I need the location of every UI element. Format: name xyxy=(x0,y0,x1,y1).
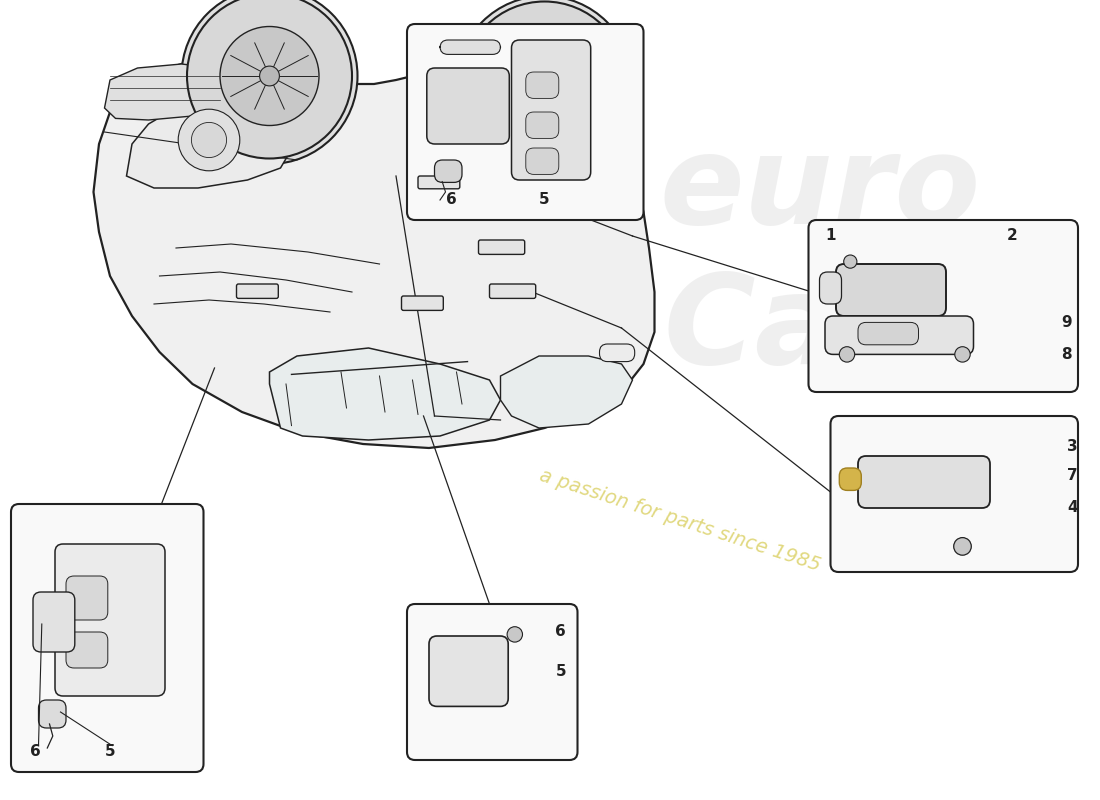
Text: 2: 2 xyxy=(1006,229,1018,243)
Circle shape xyxy=(182,0,358,164)
Circle shape xyxy=(456,0,632,172)
FancyBboxPatch shape xyxy=(512,40,591,180)
FancyBboxPatch shape xyxy=(427,68,509,144)
FancyBboxPatch shape xyxy=(858,456,990,508)
FancyBboxPatch shape xyxy=(11,504,204,772)
Circle shape xyxy=(955,346,970,362)
Text: 6: 6 xyxy=(446,193,456,207)
FancyBboxPatch shape xyxy=(526,72,559,98)
FancyBboxPatch shape xyxy=(66,632,108,668)
FancyBboxPatch shape xyxy=(33,592,75,652)
FancyBboxPatch shape xyxy=(820,272,842,304)
FancyBboxPatch shape xyxy=(808,220,1078,392)
FancyBboxPatch shape xyxy=(526,112,559,138)
FancyBboxPatch shape xyxy=(526,148,559,174)
Text: 8: 8 xyxy=(1062,347,1072,362)
Circle shape xyxy=(844,255,857,268)
Circle shape xyxy=(178,110,240,170)
Circle shape xyxy=(535,74,554,94)
Circle shape xyxy=(507,626,522,642)
Text: 6: 6 xyxy=(556,625,566,639)
Polygon shape xyxy=(104,64,231,120)
FancyBboxPatch shape xyxy=(825,316,974,354)
Text: 9: 9 xyxy=(1062,315,1072,330)
Circle shape xyxy=(495,34,594,134)
Text: a passion for parts since 1985: a passion for parts since 1985 xyxy=(537,466,823,574)
FancyBboxPatch shape xyxy=(39,700,66,728)
Circle shape xyxy=(839,346,855,362)
FancyBboxPatch shape xyxy=(407,604,578,760)
FancyBboxPatch shape xyxy=(418,176,460,189)
FancyBboxPatch shape xyxy=(830,416,1078,572)
Circle shape xyxy=(954,538,971,555)
FancyBboxPatch shape xyxy=(402,296,443,310)
FancyBboxPatch shape xyxy=(490,284,536,298)
Text: 5: 5 xyxy=(556,665,566,679)
FancyBboxPatch shape xyxy=(407,24,644,220)
Circle shape xyxy=(260,66,279,86)
Text: 7: 7 xyxy=(1067,469,1078,483)
FancyBboxPatch shape xyxy=(839,468,861,490)
FancyBboxPatch shape xyxy=(440,40,500,54)
Text: 1: 1 xyxy=(825,229,836,243)
Text: 4: 4 xyxy=(1067,501,1078,515)
FancyBboxPatch shape xyxy=(55,544,165,696)
FancyBboxPatch shape xyxy=(434,160,462,182)
Circle shape xyxy=(220,26,319,126)
Text: euro
Cars: euro Cars xyxy=(659,130,980,390)
Circle shape xyxy=(462,2,627,166)
Polygon shape xyxy=(500,356,632,428)
FancyBboxPatch shape xyxy=(478,240,525,254)
Text: 6: 6 xyxy=(30,745,41,759)
Circle shape xyxy=(187,0,352,158)
Circle shape xyxy=(191,122,227,158)
Text: 3: 3 xyxy=(1067,439,1078,454)
FancyBboxPatch shape xyxy=(236,284,278,298)
FancyBboxPatch shape xyxy=(836,264,946,316)
FancyBboxPatch shape xyxy=(66,576,108,620)
FancyBboxPatch shape xyxy=(600,344,635,362)
FancyBboxPatch shape xyxy=(858,322,918,345)
FancyBboxPatch shape xyxy=(429,636,508,706)
Polygon shape xyxy=(94,52,654,448)
Polygon shape xyxy=(126,100,297,188)
Text: 5: 5 xyxy=(539,193,550,207)
Text: 5: 5 xyxy=(104,745,116,759)
Polygon shape xyxy=(270,348,500,440)
